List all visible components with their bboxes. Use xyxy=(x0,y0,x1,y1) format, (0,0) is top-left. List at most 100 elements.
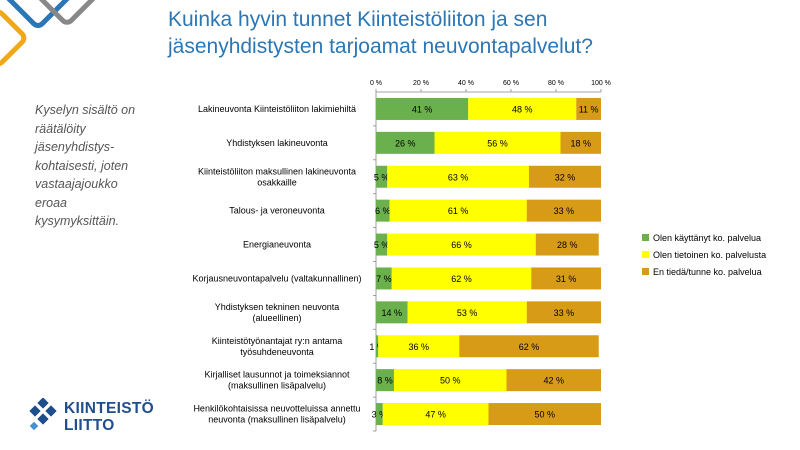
data-label: 62 % xyxy=(519,342,540,352)
data-label: 42 % xyxy=(543,376,564,386)
category-label: (maksullinen lisäpalvelu) xyxy=(228,381,326,391)
bar-segment xyxy=(376,165,388,188)
data-label: 36 % xyxy=(408,342,429,352)
legend-swatch xyxy=(642,251,649,258)
bar-segment xyxy=(535,233,599,256)
data-label: 47 % xyxy=(425,410,446,420)
slide-title: Kuinka hyvin tunnet Kiinteistöliiton ja … xyxy=(168,6,788,60)
data-label: 3 % xyxy=(372,410,388,420)
category-labels: Lakineuvonta Kiinteistöliiton lakimiehil… xyxy=(192,104,361,425)
data-label: 50 % xyxy=(440,376,461,386)
deco-square-gold xyxy=(0,9,27,67)
category-label: työsuhdeneuvonta xyxy=(240,347,314,357)
bar-segment xyxy=(459,335,599,358)
category-label: Henkilökohtaisissa neuvotteluissa annett… xyxy=(193,404,360,414)
data-label: 33 % xyxy=(554,206,575,216)
bar-segment xyxy=(506,369,601,392)
bar-segment xyxy=(576,97,601,120)
bar-segment xyxy=(387,165,529,188)
slide-title-line-1: Kuinka hyvin tunnet Kiinteistöliiton ja … xyxy=(168,8,548,31)
slide-title-line-2: jäsenyhdistysten tarjoamat neuvontapalve… xyxy=(168,35,593,58)
category-label: Kirjalliset lausunnot ja toimeksiannot xyxy=(204,370,350,380)
bar-segment xyxy=(407,301,527,324)
category-label: Talous- ja veroneuvonta xyxy=(229,206,325,216)
bar-segment xyxy=(529,165,601,188)
bar-segment xyxy=(488,403,601,426)
bar-segment xyxy=(526,301,601,324)
data-label: 28 % xyxy=(557,240,578,250)
bar-segment xyxy=(376,267,392,290)
category-label: osakkaille xyxy=(257,177,297,187)
bars: 41 % 48 % 11 % 26 % 56 % 18 % 5 % 63 % 32 % 6 % 61… xyxy=(369,97,601,426)
data-label: 26 % xyxy=(395,138,416,148)
bar-segment xyxy=(376,403,383,426)
data-label: 62 % xyxy=(451,274,472,284)
category-label: Lakineuvonta Kiinteistöliiton lakimiehil… xyxy=(198,104,356,114)
x-tick-label: 80 % xyxy=(548,80,564,87)
bar-segment xyxy=(376,301,408,324)
data-label: 41 % xyxy=(412,104,433,114)
data-label: 11 % xyxy=(579,104,599,114)
x-tick-label: 40 % xyxy=(458,80,474,87)
legend-label: En tiedä/tunne ko. palvelua xyxy=(653,267,762,277)
data-label: 63 % xyxy=(448,172,469,182)
logo-text: KIINTEISTÖ LIITTO xyxy=(64,400,154,434)
data-label: 66 % xyxy=(451,240,472,250)
data-label: 31 % xyxy=(556,274,577,284)
data-label: 14 % xyxy=(381,308,402,318)
bar-segment xyxy=(387,233,536,256)
category-label: Kiinteistötyönantajat ry:n antama xyxy=(212,336,343,346)
bar-segment xyxy=(376,199,390,222)
bar-segment xyxy=(391,267,532,290)
legend-label: Olen tietoinen ko. palvelusta xyxy=(653,250,766,260)
corner-decoration xyxy=(0,0,97,67)
bar-segment xyxy=(560,131,601,154)
category-label: Energianeuvonta xyxy=(243,240,311,250)
x-tick-label: 0 % xyxy=(370,80,382,87)
data-label: 53 % xyxy=(457,308,478,318)
category-label: neuvonta (maksullinen lisäpalvelu) xyxy=(208,415,346,425)
bar-segment xyxy=(376,335,379,358)
data-label: 7 % xyxy=(376,274,392,284)
bar-segment xyxy=(468,97,577,120)
bar-segment xyxy=(394,369,507,392)
bar-segment xyxy=(389,199,527,222)
logo-text-line-1: KIINTEISTÖ xyxy=(64,400,154,417)
x-tick-label: 100 % xyxy=(591,80,611,87)
legend: Olen käyttänyt ko. palvelua Olen tietoine… xyxy=(642,233,766,277)
category-label: Yhdistyksen lakineuvonta xyxy=(226,138,328,148)
data-label: 5 % xyxy=(374,172,390,182)
legend-label: Olen käyttänyt ko. palvelua xyxy=(653,233,761,243)
data-label: 32 % xyxy=(555,172,576,182)
x-tick-label: 60 % xyxy=(503,80,519,87)
data-label: 5 % xyxy=(374,240,390,250)
bar-segment xyxy=(434,131,561,154)
data-label: 61 % xyxy=(448,206,469,216)
bar-segment xyxy=(526,199,601,222)
category-label: Kiinteistöliiton maksullinen lakineuvont… xyxy=(198,166,356,176)
bar-segment xyxy=(376,369,394,392)
kiinteistoliitto-logo: KIINTEISTÖ LIITTO xyxy=(26,398,196,438)
data-label: 8 % xyxy=(377,376,393,386)
category-label: (alueellinen) xyxy=(252,313,301,323)
bar-segment xyxy=(378,335,460,358)
data-label: 1 % xyxy=(369,342,385,352)
side-note: Kyselyn sisältö on räätälöity jäsenyhdis… xyxy=(35,103,136,228)
category-label: Yhdistyksen tekninen neuvonta xyxy=(215,302,340,312)
bar-segment xyxy=(531,267,601,290)
data-label: 56 % xyxy=(487,138,508,148)
data-label: 18 % xyxy=(570,138,591,148)
x-axis-ticks: 0 % 20 % 40 % 60 % 80 % 100 % xyxy=(370,80,611,92)
logo-text-line-2: LIITTO xyxy=(64,417,115,434)
bar-segment xyxy=(376,233,388,256)
logo-diamond-icon xyxy=(29,398,57,431)
bar-segment xyxy=(382,403,489,426)
legend-swatch xyxy=(642,268,649,275)
category-label: Korjausneuvontapalvelu (valtakunnallinen… xyxy=(192,273,361,283)
bar-segment xyxy=(376,97,469,120)
bar-segment xyxy=(376,131,435,154)
data-label: 50 % xyxy=(534,410,555,420)
data-label: 48 % xyxy=(512,104,533,114)
data-label: 6 % xyxy=(375,206,391,216)
